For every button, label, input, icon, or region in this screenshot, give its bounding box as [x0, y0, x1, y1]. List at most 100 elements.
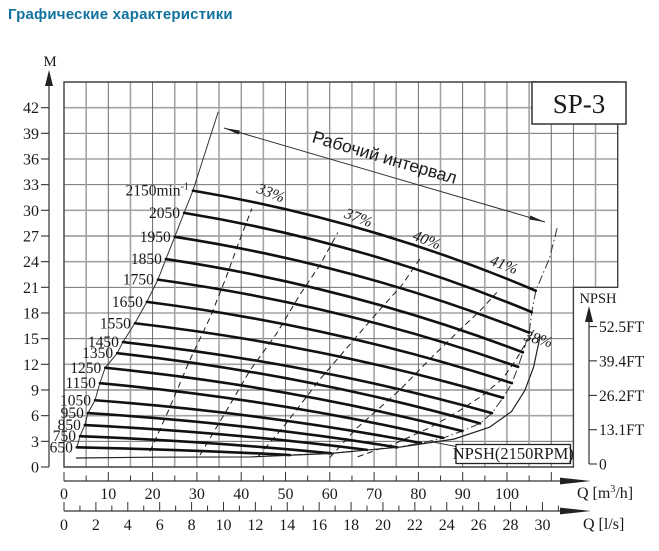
head-axis-tick-label: 6 [31, 408, 39, 425]
flow-axis-ls-tick-label: 26 [471, 517, 487, 534]
flow-axis-ls-tick-label: 22 [407, 517, 423, 534]
flow-axis-m3h-tick-label: 20 [145, 486, 161, 503]
rpm-curve-1850 [164, 257, 525, 354]
npsh-callout-leader [431, 441, 457, 447]
npsh-axis-tick-label: 0 [599, 457, 607, 474]
rpm-curve-label-850: 850 [58, 417, 82, 434]
head-axis-arrow-icon [45, 70, 53, 86]
flow-axis-ls-arrow-icon [560, 507, 591, 515]
flow-axis-ls-tick-label: 4 [124, 517, 132, 534]
efficiency-line-38 [357, 329, 535, 458]
flow-axis-ls-tick-label: 30 [534, 517, 550, 534]
flow-axis-ls-tick-label: 6 [156, 517, 164, 534]
flow-axis-m3h-title: Q [m3/h] [577, 484, 633, 502]
rpm-curve-label-1450: 1450 [88, 334, 119, 351]
working-interval-arrow-right-icon [529, 215, 545, 222]
rpm-curve-1650 [145, 300, 514, 385]
flow-axis-m3h-tick-label: 60 [322, 486, 338, 503]
rpm-curve-label-950: 950 [61, 405, 85, 422]
head-axis-tick-label: 0 [31, 460, 39, 477]
head-axis-title: M [43, 54, 56, 70]
rpm-curve-label-1550: 1550 [100, 315, 131, 332]
npsh-callout-box [455, 443, 572, 465]
head-axis-tick-label: 36 [23, 151, 39, 168]
flow-axis-ls-tick-label: 16 [311, 517, 327, 534]
flow-axis-ls-tick-label: 8 [188, 517, 196, 534]
head-axis-tick-label: 27 [23, 228, 39, 245]
flow-axis-ls-tick-label: 24 [439, 517, 455, 534]
npsh-callout-label: NPSH(2150RPM) [453, 444, 574, 463]
working-interval-arrow-left-icon [224, 128, 240, 135]
rpm-curve-950 [86, 411, 399, 449]
working-interval-label: Рабочий интервал [310, 127, 459, 188]
efficiency-line-33 [149, 208, 253, 452]
flow-axis-ls-title: Q [l/s] [583, 516, 624, 533]
head-axis-tick-label: 21 [23, 280, 39, 297]
efficiency-line-40 [257, 258, 421, 458]
flow-axis-ls-tick-label: 2 [92, 517, 100, 534]
rpm-curve-1950 [173, 235, 531, 334]
working-interval-dimension-line [223, 127, 546, 223]
flow-axis-m3h-tick-label: 80 [410, 486, 426, 503]
flow-axis-ls-tick-label: 20 [375, 517, 391, 534]
rpm-curve-label-1950: 1950 [140, 229, 171, 246]
flow-axis-m3h-tick-label: 0 [60, 486, 68, 503]
rpm-curve-1250 [103, 366, 464, 433]
flow-axis-m3h-tick-label: 10 [100, 486, 116, 503]
rpm-curve-1750 [156, 278, 520, 369]
head-axis-tick-label: 33 [23, 177, 39, 194]
rpm-curve-label-1250: 1250 [70, 360, 101, 377]
npsh-axis-tick-label: 39.4FT [599, 353, 645, 370]
head-axis-tick-label: 3 [31, 434, 39, 451]
npsh-axis-tick-label: 52.5FT [599, 319, 645, 336]
rpm-curve-2050 [182, 211, 534, 314]
head-axis-tick-label: 42 [23, 100, 39, 117]
rpm-curve-1550 [133, 321, 505, 399]
rpm-curve-label-750: 750 [53, 428, 77, 445]
rpm-curve-1150 [98, 381, 445, 440]
flow-axis-m3h-tick-label: 100 [495, 486, 519, 503]
flow-axis-m3h-tick-label: 90 [455, 486, 471, 503]
rpm-curve-label-1050: 1050 [60, 392, 91, 409]
rpm-curve-650 [75, 446, 292, 457]
rpm-curve-label-2150: 2150min-1 [125, 182, 188, 200]
flow-axis-m3h-tick-label: 30 [189, 486, 205, 503]
flow-axis-ls-tick-label: 12 [247, 517, 263, 534]
flow-axis-m3h-tick-label: 50 [278, 486, 294, 503]
efficiency-line-41 [329, 292, 498, 458]
npsh-axis-tick-label: 26.2FT [599, 388, 645, 405]
rpm-curve-750 [78, 434, 333, 455]
rpm-curve-label-1650: 1650 [112, 294, 143, 311]
rpm-curve-label-1350: 1350 [82, 345, 113, 362]
head-axis-tick-label: 15 [23, 331, 39, 348]
npsh-curve [75, 335, 541, 459]
flow-axis-ls-tick-label: 14 [279, 517, 295, 534]
flow-axis-m3h-arrow-icon [560, 477, 591, 485]
rpm-curve-2150 [191, 189, 538, 293]
head-axis-tick-label: 12 [23, 357, 39, 374]
efficiency-line-37 [199, 232, 339, 456]
rpm-curve-label-1150: 1150 [65, 375, 96, 392]
flow-axis-ls-tick-label: 28 [503, 517, 519, 534]
head-axis-tick-label: 39 [23, 126, 39, 143]
flow-axis-ls-tick-label: 10 [215, 517, 231, 534]
head-axis-tick-label: 9 [31, 382, 39, 399]
flow-axis-ls-tick-label: 18 [343, 517, 359, 534]
flow-axis-m3h-tick-label: 40 [233, 486, 249, 503]
npsh-axis-tick-label: 13.1FT [599, 422, 645, 439]
rpm-curve-label-1850: 1850 [131, 251, 162, 268]
page-title: Графические характеристики [8, 6, 233, 23]
rpm-curve-1450 [121, 340, 494, 415]
rpm-curve-1050 [93, 398, 423, 445]
npsh-axis-arrow-icon [585, 306, 593, 322]
rpm-curve-label-1750: 1750 [123, 272, 154, 289]
flow-axis-m3h-tick-label: 70 [366, 486, 382, 503]
head-axis-tick-label: 30 [23, 203, 39, 220]
model-badge-box [531, 81, 627, 125]
head-axis-tick-label: 24 [23, 254, 39, 271]
npsh-axis-title: NPSH [579, 291, 617, 307]
rpm-curve-label-2050: 2050 [149, 205, 180, 222]
flow-axis-ls-tick-label: 0 [60, 517, 68, 534]
model-badge-label: SP-3 [553, 89, 606, 119]
